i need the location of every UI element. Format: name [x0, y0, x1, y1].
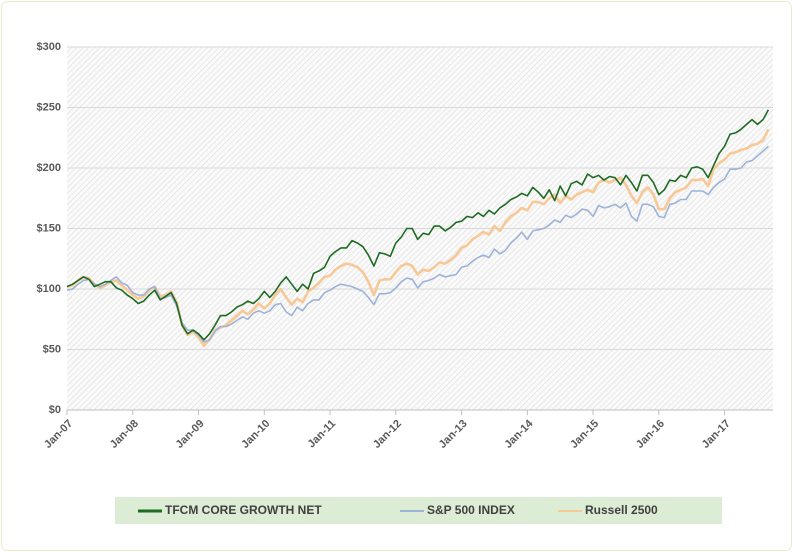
y-tick-label: $150 [37, 222, 61, 234]
y-tick-label: $200 [37, 162, 61, 174]
y-tick-label: $100 [37, 283, 61, 295]
y-tick-label: $0 [49, 404, 61, 416]
legend-label: S&P 500 INDEX [427, 503, 515, 517]
y-tick-label: $50 [43, 343, 61, 355]
legend-label: Russell 2500 [585, 503, 658, 517]
y-tick-label: $300 [37, 41, 61, 53]
y-tick-label: $250 [37, 101, 61, 113]
series-line [66, 109, 770, 341]
legend-label: TFCM CORE GROWTH NET [165, 503, 322, 517]
series-line [66, 145, 769, 343]
